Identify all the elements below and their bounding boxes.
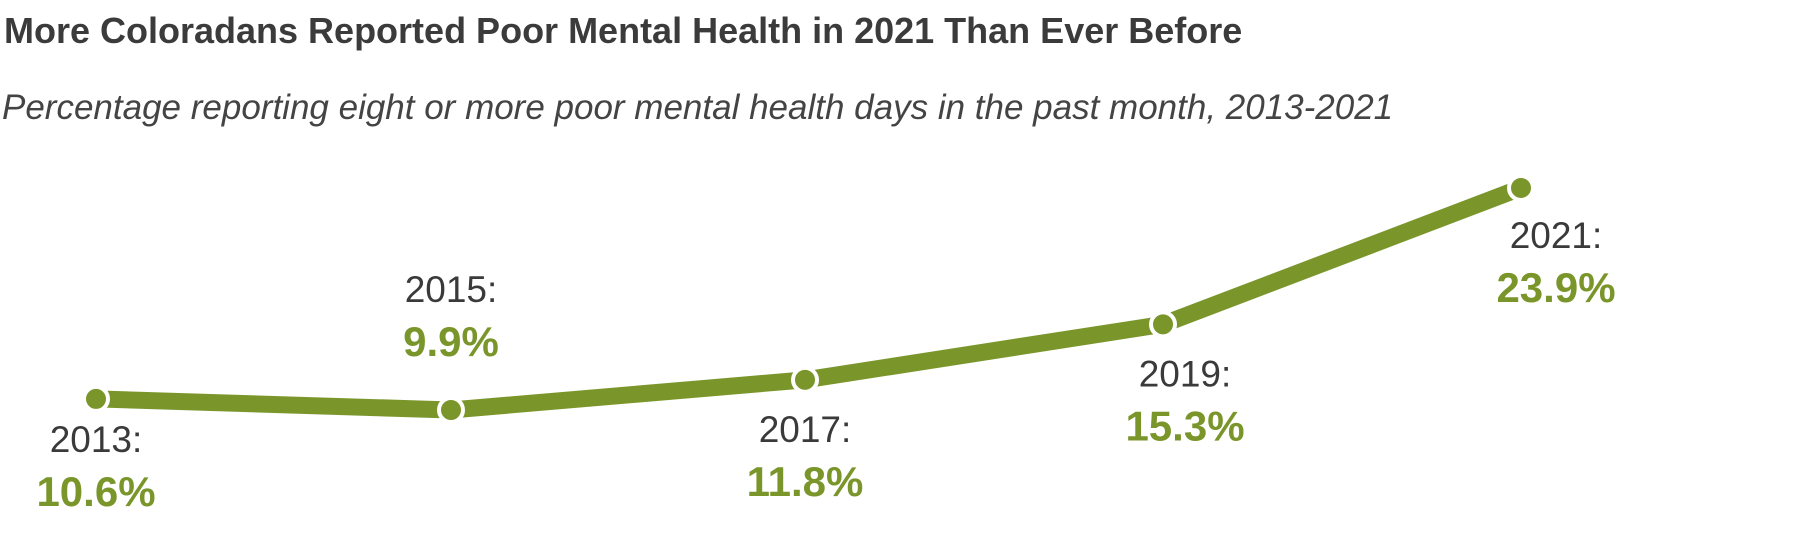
value-label: 15.3% (1125, 402, 1244, 449)
data-point (1507, 173, 1535, 202)
value-label: 23.9% (1496, 264, 1615, 311)
chart-title: More Coloradans Reported Poor Mental Hea… (4, 10, 1243, 51)
year-label: 2013: (50, 419, 143, 460)
year-label: 2017: (759, 409, 852, 450)
data-point (437, 396, 465, 424)
value-label: 11.8% (747, 458, 864, 505)
data-point (82, 384, 110, 413)
data-point (1149, 310, 1177, 339)
year-label: 2019: (1139, 353, 1232, 394)
value-label: 10.6% (36, 468, 155, 515)
value-label: 9.9% (403, 318, 499, 365)
year-label: 2021: (1510, 215, 1603, 256)
year-label: 2015: (405, 269, 498, 310)
chart-subtitle: Percentage reporting eight or more poor … (2, 88, 1394, 127)
data-point (791, 365, 819, 394)
